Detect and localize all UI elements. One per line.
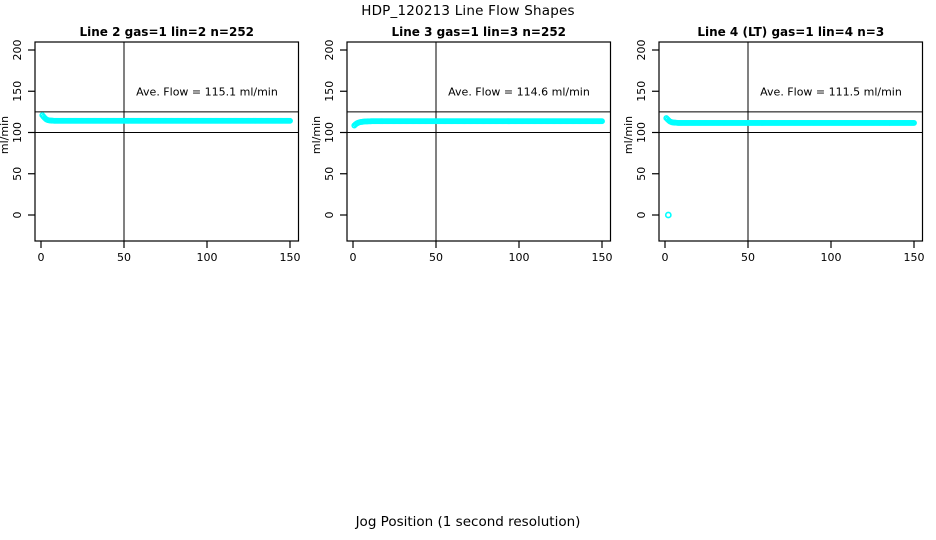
x-tick-label: 100 <box>821 251 842 264</box>
data-points <box>351 118 605 129</box>
y-tick-label: 200 <box>323 40 336 61</box>
data-points <box>39 112 293 124</box>
y-tick-label: 200 <box>11 40 24 61</box>
x-tick-label: 150 <box>280 251 301 264</box>
plot-area-1: Line 2 gas=1 lin=2 n=252 0 50 100 150 0 50 100 1… <box>0 25 301 264</box>
panels-row: Line 2 gas=1 lin=2 n=252 0 50 100 150 0 50 100 1… <box>0 20 936 305</box>
y-axis-title: ml/min <box>312 116 323 154</box>
plot-area-2: Line 3 gas=1 lin=3 n=252 0 50 100 150 0 50 100 1… <box>312 25 613 264</box>
x-tick-label: 0 <box>662 251 669 264</box>
x-tick-label: 0 <box>38 251 45 264</box>
chart-main-title: HDP_120213 Line Flow Shapes <box>361 3 575 19</box>
outlier-point <box>664 211 672 219</box>
y-tick-label: 100 <box>11 122 24 143</box>
x-tick-label: 100 <box>197 251 218 264</box>
y-tick-label: 50 <box>635 167 648 181</box>
y-tick-label: 100 <box>323 122 336 143</box>
data-points <box>663 115 917 219</box>
x-tick-label: 50 <box>741 251 755 264</box>
x-tick-label: 0 <box>350 251 357 264</box>
data-point <box>599 118 605 125</box>
y-axis-title: ml/min <box>624 116 635 154</box>
plot-box <box>658 41 924 242</box>
y-tick-label: 150 <box>635 81 648 102</box>
y-axis-title: ml/min <box>0 116 11 154</box>
x-tick-label: 50 <box>117 251 131 264</box>
x-tick-label: 100 <box>509 251 530 264</box>
flow-panel-3: Line 4 (LT) gas=1 lin=4 n=3 0 50 100 150 0 50 1… <box>624 20 936 305</box>
plot-area-3: Line 4 (LT) gas=1 lin=4 n=3 0 50 100 150 0 50 1… <box>624 25 925 264</box>
x-axis-label: Jog Position (1 second resolution) <box>355 514 581 530</box>
y-tick-label: 150 <box>11 81 24 102</box>
y-tick-label: 0 <box>635 212 648 219</box>
x-tick-label: 150 <box>592 251 613 264</box>
ave-flow-annotation: Ave. Flow = 114.6 ml/min <box>448 85 590 98</box>
data-point <box>911 119 917 126</box>
ave-flow-annotation: Ave. Flow = 115.1 ml/min <box>136 85 278 98</box>
y-tick-label: 0 <box>323 212 336 219</box>
data-point <box>287 117 293 124</box>
y-tick-label: 150 <box>323 81 336 102</box>
panel-title: Line 2 gas=1 lin=2 n=252 <box>79 25 254 39</box>
y-tick-label: 0 <box>11 212 24 219</box>
y-tick-label: 100 <box>635 122 648 143</box>
x-tick-label: 50 <box>429 251 443 264</box>
ave-flow-annotation: Ave. Flow = 111.5 ml/min <box>760 85 902 98</box>
flow-panel-1: Line 2 gas=1 lin=2 n=252 0 50 100 150 0 50 100 1… <box>0 20 312 305</box>
y-tick-label: 200 <box>635 40 648 61</box>
flow-panel-2: Line 3 gas=1 lin=3 n=252 0 50 100 150 0 50 100 1… <box>312 20 624 305</box>
plot-box <box>34 41 300 242</box>
y-tick-label: 50 <box>323 167 336 181</box>
panel-title: Line 4 (LT) gas=1 lin=4 n=3 <box>697 25 884 39</box>
x-tick-label: 150 <box>904 251 925 264</box>
panel-title: Line 3 gas=1 lin=3 n=252 <box>391 25 566 39</box>
y-tick-label: 50 <box>11 167 24 181</box>
plot-box <box>346 41 612 242</box>
